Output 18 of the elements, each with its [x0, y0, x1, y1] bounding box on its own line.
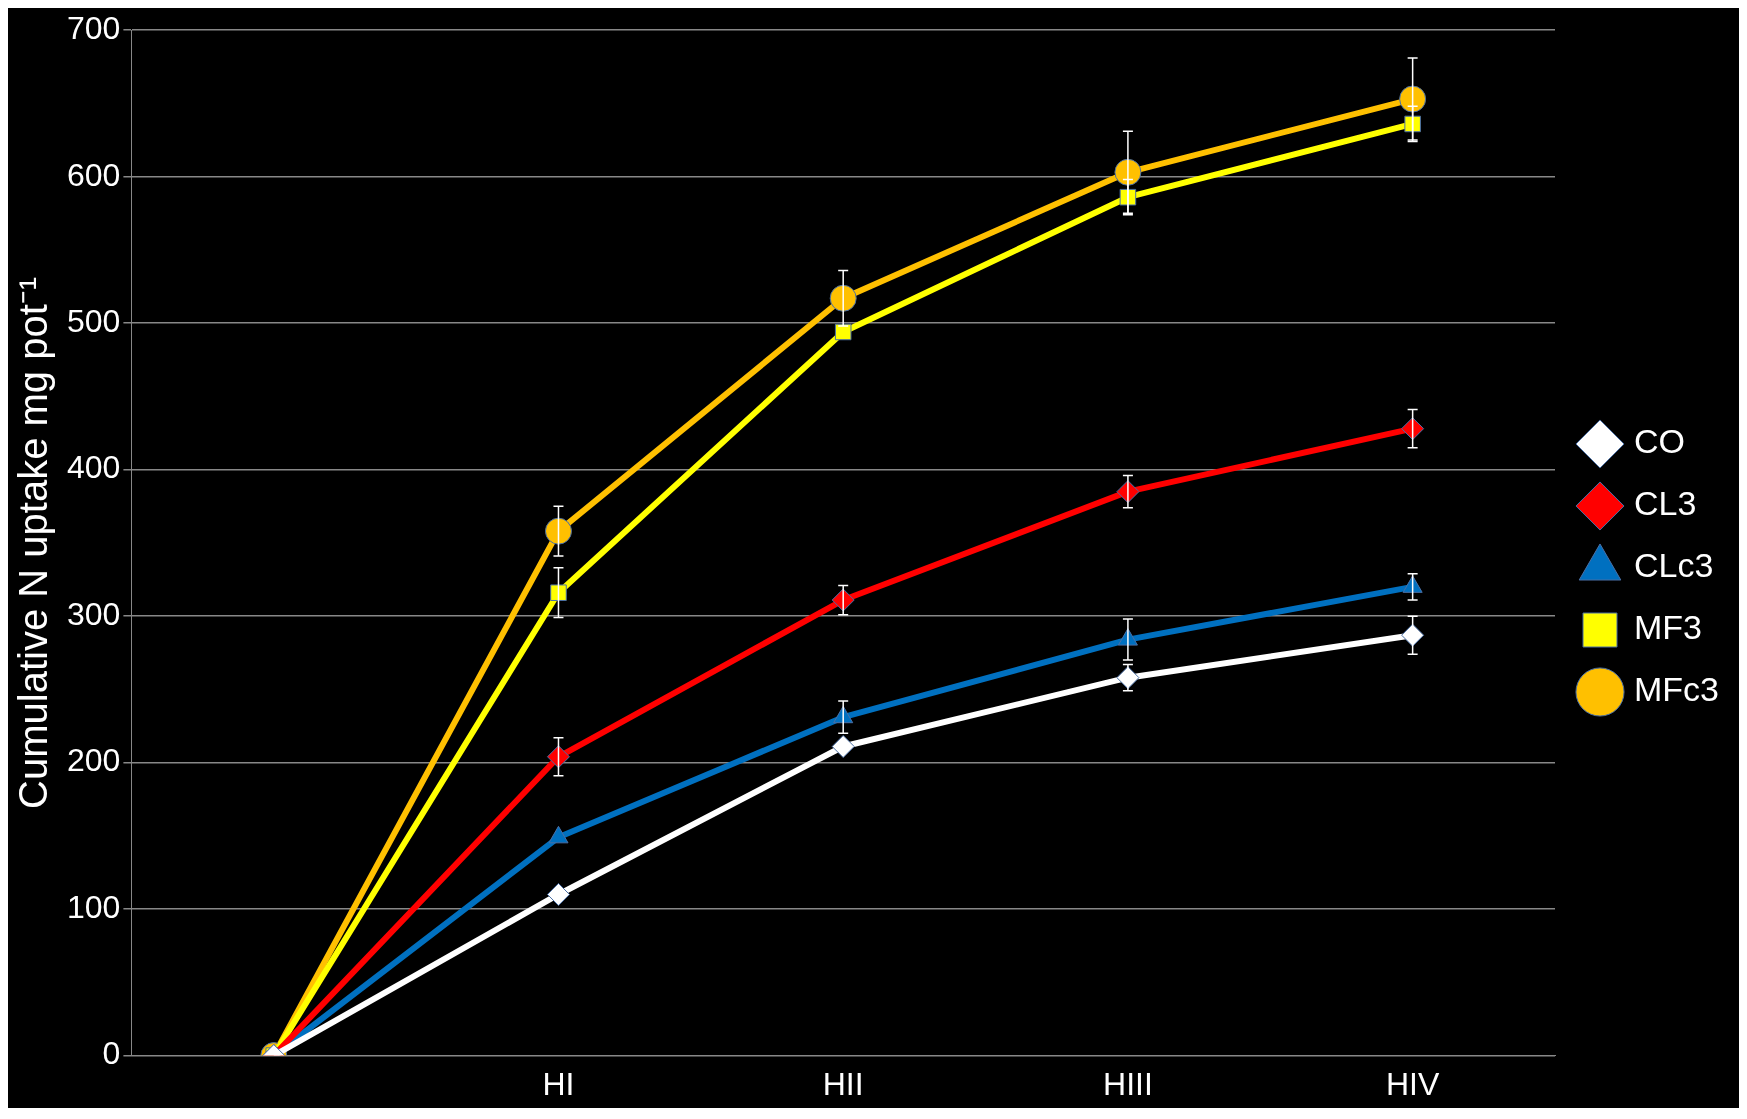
y-tick-label: 400 [67, 449, 121, 486]
y-tick-label: 200 [67, 742, 121, 779]
legend-label: CL3 [1634, 484, 1697, 523]
y-tick-label: 600 [67, 156, 121, 193]
y-tick-label: 300 [67, 595, 121, 632]
y-tick-label: 0 [102, 1035, 121, 1072]
legend-label: CO [1634, 422, 1685, 461]
y-tick-label: 700 [67, 10, 121, 47]
x-tick-label: HIV [1385, 1065, 1440, 1102]
legend-label: MF3 [1634, 608, 1702, 647]
y-tick-label: 100 [67, 888, 121, 925]
x-tick-label: HIII [1103, 1065, 1153, 1102]
y-tick-label: 500 [67, 303, 121, 339]
legend-label: CLc3 [1634, 546, 1714, 585]
x-tick-label: HI [542, 1065, 575, 1102]
y-axis-title: Cumulative N uptake mg pot⁻¹ [11, 276, 56, 809]
x-tick-label: HII [822, 1065, 864, 1102]
legend-label: MFc3 [1634, 670, 1719, 709]
